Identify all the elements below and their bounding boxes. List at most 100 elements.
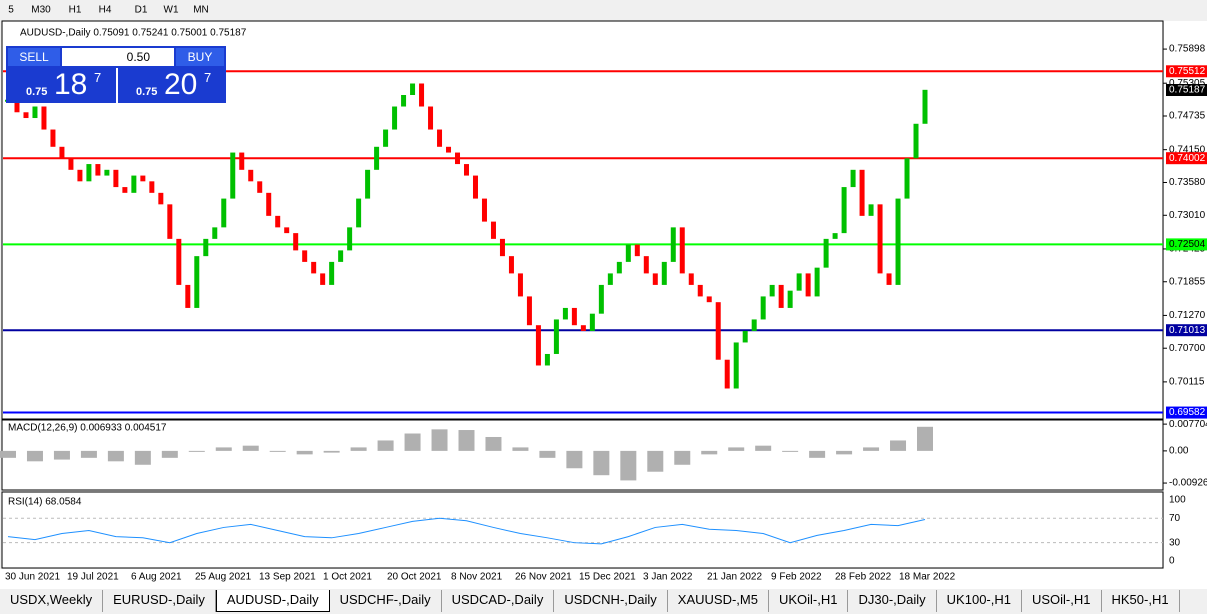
candle [724, 359, 730, 389]
candle [796, 273, 802, 291]
chart-tab[interactable]: USDCHF-,Daily [330, 590, 442, 612]
candle [185, 284, 191, 308]
chart-tab[interactable]: USOil-,H1 [1022, 590, 1102, 612]
x-tick-label: 3 Jan 2022 [643, 572, 693, 583]
candle [697, 284, 703, 297]
candle [661, 261, 667, 285]
candle [823, 238, 829, 268]
candle [257, 181, 263, 193]
candle [886, 273, 892, 285]
candle [841, 187, 847, 234]
macd-bar [593, 450, 610, 476]
macd-bar [647, 450, 664, 472]
macd-label: MACD(12,26,9) 0.006933 0.004517 [8, 423, 167, 434]
level-tag [1166, 238, 1207, 251]
chart-tab[interactable]: EURUSD-,Daily [103, 590, 216, 612]
y-tick-label: 100 [1169, 495, 1186, 506]
level-label: 0.74002 [1169, 153, 1206, 164]
macd-bar [107, 450, 124, 462]
x-tick-label: 26 Nov 2021 [515, 572, 572, 583]
candle [715, 302, 721, 360]
macd-bar [836, 450, 853, 455]
candle [562, 307, 568, 320]
x-tick-label: 13 Sep 2021 [259, 572, 316, 583]
macd-bar [755, 445, 772, 451]
bid-main: 18 [54, 68, 88, 101]
rsi-line [7, 517, 926, 545]
candle [302, 250, 308, 262]
candle [50, 129, 56, 147]
candle [320, 273, 326, 285]
sell-button[interactable]: SELL [8, 48, 60, 66]
candle [104, 169, 110, 176]
macd-bar [431, 429, 448, 451]
macd-bar [539, 450, 556, 458]
candle [329, 261, 335, 285]
candle [850, 169, 856, 188]
y-tick-label: 0.73580 [1169, 177, 1206, 188]
candle [428, 106, 434, 130]
chart-tab[interactable]: USDX,Weekly [0, 590, 104, 612]
ask-main: 20 [164, 68, 198, 101]
candle [814, 267, 820, 297]
trade-panel: SELL 0.50 BUY 0.75 18 7 0.75 20 7 [6, 46, 226, 103]
x-tick-label: 1 Oct 2021 [323, 572, 372, 583]
macd-bar [26, 450, 43, 462]
chart-tab[interactable]: AUDUSD-,Daily [215, 590, 330, 612]
chart-tab[interactable]: USDCNH-,Daily [554, 590, 668, 612]
macd-bar [350, 447, 367, 451]
chart-tab[interactable]: UK100-,H1 [937, 590, 1022, 612]
macd-bar [512, 447, 529, 451]
lot-input[interactable]: 0.50 [62, 48, 174, 66]
x-tick-label: 8 Nov 2021 [451, 572, 503, 583]
candle [751, 319, 757, 331]
candle [895, 198, 901, 285]
buy-button[interactable]: BUY [176, 48, 224, 66]
timeframe-button[interactable]: D1 [135, 5, 148, 16]
candle [571, 307, 577, 326]
chart-tab[interactable]: HK50-,H1 [1102, 590, 1180, 612]
candle [374, 146, 380, 170]
candle [877, 204, 883, 274]
candle [113, 169, 119, 188]
macd-bar [215, 447, 232, 451]
candle [95, 164, 101, 176]
x-tick-label: 28 Feb 2022 [835, 572, 892, 583]
level-label: 0.71013 [1169, 325, 1206, 336]
candle [553, 319, 559, 354]
level-label: 0.75512 [1169, 66, 1206, 77]
macd-bar [269, 450, 286, 452]
timeframe-button[interactable]: MN [193, 5, 209, 16]
level-label: 0.72504 [1169, 239, 1206, 250]
x-tick-label: 21 Jan 2022 [707, 572, 762, 583]
candle [284, 227, 290, 234]
y-tick-label: 0.75898 [1169, 44, 1206, 55]
chart-tab[interactable]: XAUUSD-,M5 [668, 590, 769, 612]
chart-tab[interactable]: DJ30-,Daily [848, 590, 937, 612]
macd-bar [485, 436, 502, 451]
candle [437, 129, 443, 147]
macd-bar [566, 450, 583, 469]
chart-tab[interactable]: UKOil-,H1 [769, 590, 849, 612]
candle [203, 238, 209, 257]
chart-tab[interactable]: USDCAD-,Daily [442, 590, 555, 612]
candle [481, 198, 487, 222]
candle [239, 152, 245, 170]
candle [338, 250, 344, 262]
macd-panel [1, 419, 1164, 491]
timeframe-button[interactable]: H1 [69, 5, 82, 16]
candle [14, 100, 20, 113]
timeframe-button[interactable]: W1 [164, 5, 179, 16]
tab-bar: USDX,Weekly EURUSD-,Daily AUDUSD-,Daily USD… [0, 590, 1180, 612]
candle [356, 198, 362, 228]
bid-small: 7 [94, 70, 102, 85]
candle [589, 313, 595, 331]
macd-bar [782, 450, 799, 452]
y-tick-label: 0.71270 [1169, 310, 1206, 321]
timeframe-button[interactable]: 5 [8, 5, 14, 16]
timeframe-button[interactable]: M30 [31, 5, 51, 16]
candle [904, 158, 910, 199]
candle [634, 244, 640, 257]
timeframe-button[interactable]: H4 [99, 5, 112, 16]
candle [805, 273, 811, 297]
